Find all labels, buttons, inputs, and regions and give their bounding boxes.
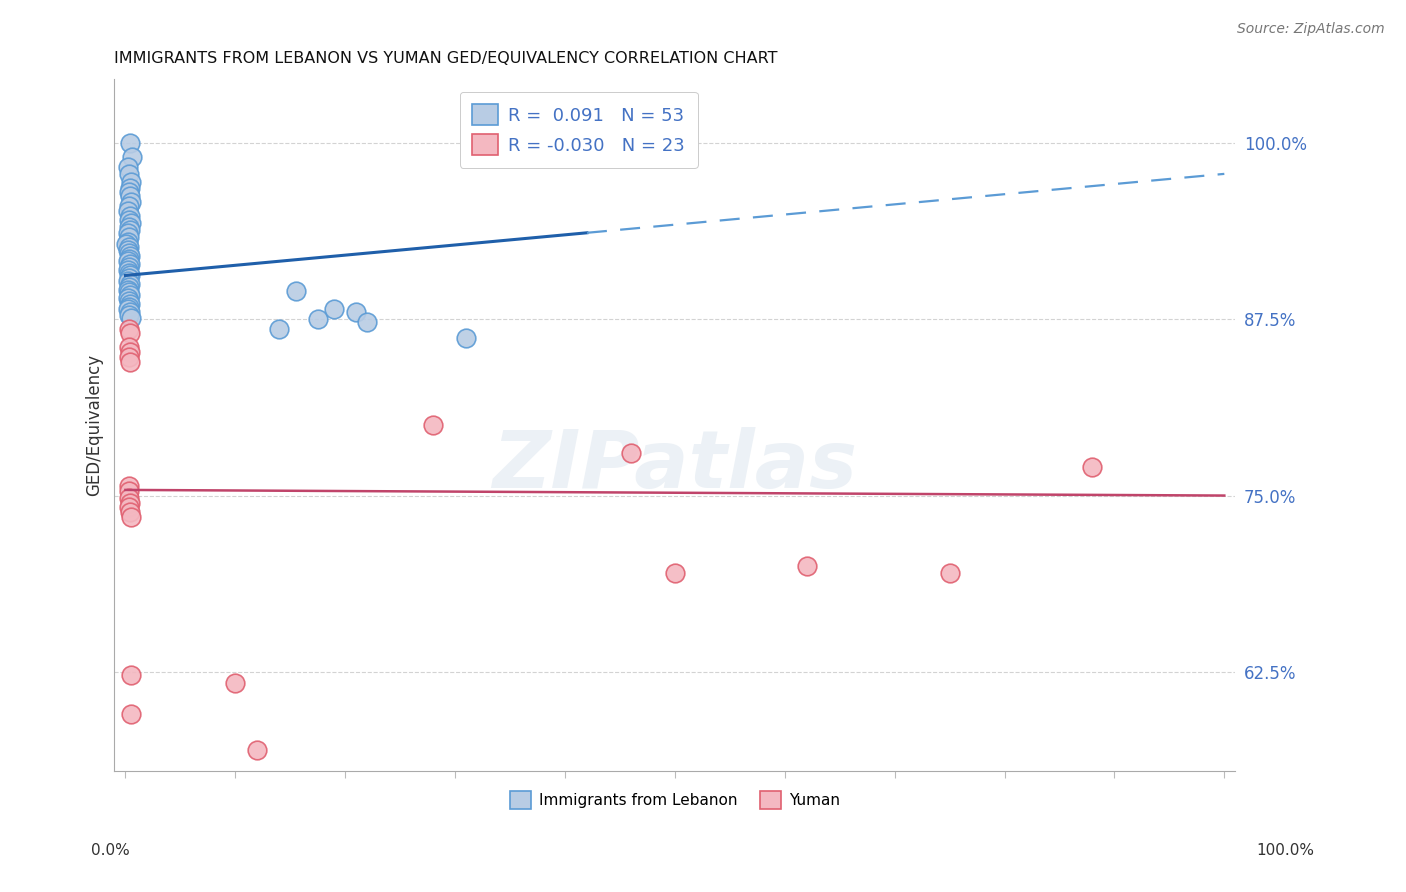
Point bbox=[118, 308, 141, 322]
Point bbox=[117, 283, 139, 297]
Point bbox=[118, 285, 141, 300]
Point bbox=[620, 446, 643, 460]
Point bbox=[454, 330, 477, 344]
Point bbox=[118, 268, 141, 283]
Point bbox=[118, 266, 141, 280]
Point bbox=[120, 707, 142, 722]
Point bbox=[938, 566, 960, 581]
Point bbox=[118, 223, 141, 237]
Point bbox=[118, 354, 141, 368]
Point bbox=[118, 322, 141, 336]
Point bbox=[117, 274, 139, 288]
Point bbox=[118, 344, 141, 359]
Point bbox=[117, 291, 139, 305]
Point bbox=[117, 226, 139, 240]
Point bbox=[323, 302, 346, 317]
Text: 100.0%: 100.0% bbox=[1257, 843, 1315, 858]
Point bbox=[246, 742, 269, 756]
Point bbox=[118, 305, 141, 319]
Point bbox=[269, 322, 291, 336]
Point bbox=[284, 284, 307, 298]
Point bbox=[117, 235, 139, 249]
Point bbox=[224, 676, 246, 690]
Point bbox=[118, 478, 141, 492]
Point bbox=[118, 484, 141, 499]
Point bbox=[118, 293, 141, 308]
Point bbox=[120, 667, 142, 681]
Point bbox=[118, 220, 141, 235]
Point bbox=[117, 302, 139, 317]
Point bbox=[118, 260, 141, 274]
Y-axis label: GED/Equivalency: GED/Equivalency bbox=[86, 354, 103, 496]
Point bbox=[118, 249, 141, 263]
Point bbox=[120, 509, 142, 524]
Point bbox=[118, 326, 141, 341]
Point bbox=[120, 216, 142, 230]
Point bbox=[117, 262, 139, 277]
Point bbox=[796, 559, 818, 574]
Text: 0.0%: 0.0% bbox=[91, 843, 131, 858]
Point bbox=[118, 506, 141, 520]
Point bbox=[1081, 460, 1104, 475]
Point bbox=[118, 136, 141, 150]
Point bbox=[664, 566, 686, 581]
Point bbox=[118, 351, 141, 365]
Point bbox=[118, 271, 141, 285]
Point bbox=[118, 209, 141, 223]
Point bbox=[118, 240, 141, 254]
Point bbox=[118, 252, 141, 266]
Text: IMMIGRANTS FROM LEBANON VS YUMAN GED/EQUIVALENCY CORRELATION CHART: IMMIGRANTS FROM LEBANON VS YUMAN GED/EQU… bbox=[114, 51, 778, 66]
Point bbox=[118, 230, 141, 244]
Point bbox=[117, 203, 139, 218]
Point bbox=[118, 500, 141, 514]
Point bbox=[118, 279, 141, 293]
Point bbox=[118, 189, 141, 203]
Point bbox=[118, 277, 141, 291]
Point bbox=[118, 199, 141, 213]
Text: ZIPatlas: ZIPatlas bbox=[492, 427, 858, 506]
Point bbox=[117, 160, 139, 174]
Point bbox=[118, 257, 141, 271]
Point bbox=[118, 288, 141, 302]
Point bbox=[118, 181, 141, 195]
Point bbox=[356, 315, 378, 329]
Point bbox=[115, 237, 138, 252]
Legend: Immigrants from Lebanon, Yuman: Immigrants from Lebanon, Yuman bbox=[503, 785, 846, 815]
Point bbox=[118, 185, 141, 199]
Point bbox=[118, 296, 141, 310]
Point bbox=[117, 243, 139, 257]
Point bbox=[118, 213, 141, 227]
Text: Source: ZipAtlas.com: Source: ZipAtlas.com bbox=[1237, 22, 1385, 37]
Point bbox=[118, 167, 141, 181]
Point bbox=[118, 495, 141, 509]
Point bbox=[120, 310, 142, 325]
Point bbox=[307, 312, 329, 326]
Point bbox=[120, 195, 142, 210]
Point bbox=[117, 254, 139, 268]
Point bbox=[344, 305, 367, 319]
Point bbox=[118, 340, 141, 354]
Point bbox=[120, 175, 142, 189]
Point bbox=[422, 417, 444, 432]
Point bbox=[121, 150, 143, 164]
Point bbox=[118, 491, 141, 506]
Point bbox=[118, 246, 141, 260]
Point bbox=[118, 300, 141, 314]
